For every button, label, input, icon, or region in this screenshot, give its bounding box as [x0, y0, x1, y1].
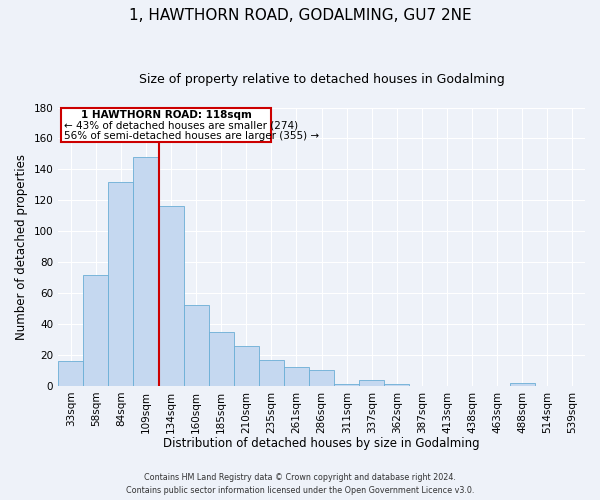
Bar — [158, 206, 184, 386]
Text: Contains HM Land Registry data © Crown copyright and database right 2024.
Contai: Contains HM Land Registry data © Crown c… — [126, 473, 474, 495]
FancyBboxPatch shape — [61, 108, 271, 142]
Bar — [359, 380, 385, 386]
X-axis label: Distribution of detached houses by size in Godalming: Distribution of detached houses by size … — [163, 437, 480, 450]
Text: ← 43% of detached houses are smaller (274): ← 43% of detached houses are smaller (27… — [64, 120, 299, 130]
Bar — [58, 361, 83, 386]
Bar — [184, 306, 209, 386]
Bar — [309, 370, 334, 386]
Bar — [284, 368, 309, 386]
Text: 1, HAWTHORN ROAD, GODALMING, GU7 2NE: 1, HAWTHORN ROAD, GODALMING, GU7 2NE — [128, 8, 472, 22]
Bar — [109, 182, 133, 386]
Bar — [83, 274, 109, 386]
Bar — [259, 360, 284, 386]
Bar — [133, 157, 158, 386]
Bar — [385, 384, 409, 386]
Bar — [334, 384, 359, 386]
Title: Size of property relative to detached houses in Godalming: Size of property relative to detached ho… — [139, 72, 505, 86]
Text: 1 HAWTHORN ROAD: 118sqm: 1 HAWTHORN ROAD: 118sqm — [80, 110, 251, 120]
Bar — [234, 346, 259, 386]
Bar — [209, 332, 234, 386]
Y-axis label: Number of detached properties: Number of detached properties — [15, 154, 28, 340]
Text: 56% of semi-detached houses are larger (355) →: 56% of semi-detached houses are larger (… — [64, 132, 320, 141]
Bar — [510, 383, 535, 386]
